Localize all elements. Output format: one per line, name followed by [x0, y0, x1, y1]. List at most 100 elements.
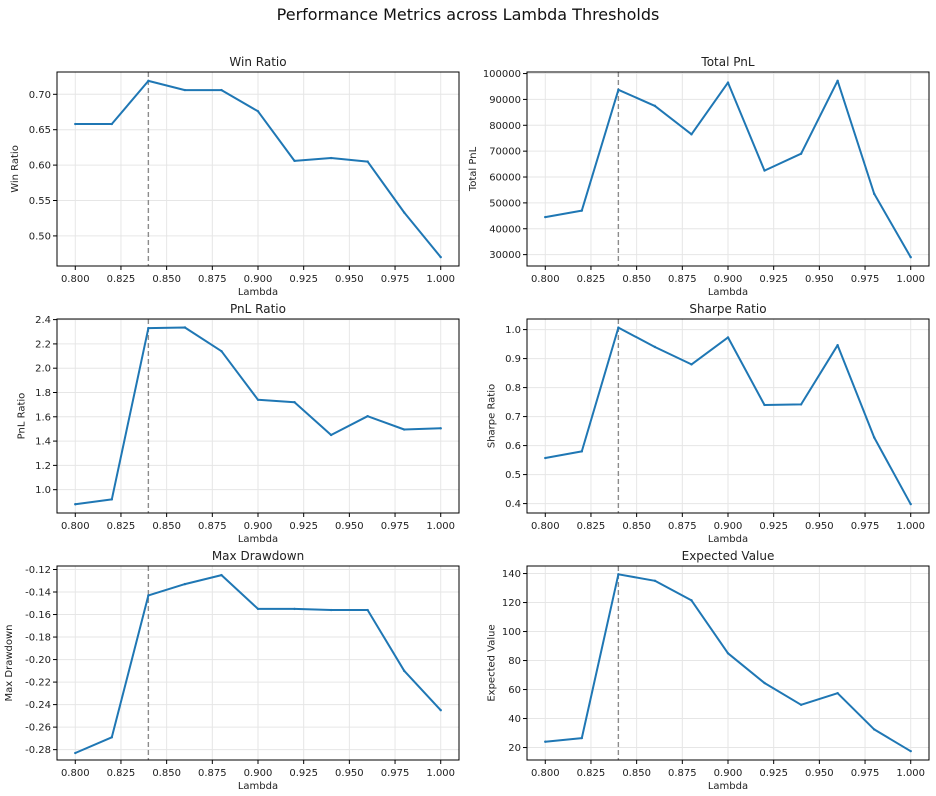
expected-value-point-4 — [690, 599, 693, 602]
sharpe-ratio-xtick-label-5: 0.925 — [759, 521, 788, 532]
win-ratio-xtick-label-4: 0.900 — [244, 274, 273, 285]
win-ratio-xtick-label-7: 0.975 — [381, 274, 410, 285]
total-pnl-ytick-label-3: 60000 — [489, 173, 521, 184]
sharpe-ratio-xtick-label-1: 0.825 — [577, 521, 606, 532]
pnl-ratio-xtick-label-2: 0.850 — [152, 521, 181, 532]
win-ratio-title: Win Ratio — [229, 55, 286, 69]
expected-value-title: Expected Value — [682, 549, 775, 563]
pnl-ratio-ytick-label-6: 2.2 — [35, 339, 51, 350]
max-drawdown-point-10 — [439, 709, 442, 712]
win-ratio-xlabel: Lambda — [238, 287, 278, 298]
sharpe-ratio-title: Sharpe Ratio — [689, 302, 766, 316]
expected-value-point-6 — [763, 681, 766, 685]
max-drawdown-ytick-label-8: -0.12 — [25, 565, 51, 576]
expected-value-ytick-label-6: 140 — [502, 569, 521, 580]
expected-value-ytick-label-2: 60 — [508, 685, 521, 696]
total-pnl-ytick-label-5: 80000 — [489, 121, 521, 132]
max-drawdown-xtick-label-8: 1.000 — [426, 768, 455, 779]
win-ratio-point-4 — [220, 88, 223, 92]
total-pnl-xtick-label-3: 0.875 — [668, 274, 697, 285]
win-ratio-chart: 0.800 0.825 0.850 0.875 0.900 0.925 0.950 0.975… — [10, 55, 460, 298]
expected-value-point-0 — [544, 740, 547, 743]
max-drawdown-point-1 — [110, 736, 114, 739]
max-drawdown-point-8 — [366, 608, 369, 612]
max-drawdown-xtick-label-4: 0.900 — [244, 768, 273, 779]
total-pnl-point-3 — [653, 104, 657, 108]
expected-value-point-7 — [799, 703, 803, 706]
expected-value-point-10 — [909, 749, 912, 753]
sharpe-ratio-point-1 — [580, 450, 584, 453]
max-drawdown-ytick-label-3: -0.22 — [25, 678, 51, 689]
max-drawdown-point-5 — [256, 607, 260, 611]
total-pnl-point-4 — [690, 133, 693, 136]
sharpe-ratio-ytick-label-5: 0.9 — [505, 354, 521, 365]
win-ratio-xtick-label-8: 1.000 — [426, 274, 455, 285]
total-pnl-xtick-label-6: 0.950 — [805, 274, 834, 285]
expected-value-xtick-label-2: 0.850 — [622, 768, 651, 779]
expected-value-xtick-label-1: 0.825 — [577, 768, 606, 779]
win-ratio-point-9 — [402, 211, 406, 214]
expected-value-ylabel: Expected Value — [486, 624, 497, 701]
pnl-ratio-point-7 — [329, 433, 333, 437]
expected-value-ytick-label-1: 40 — [508, 714, 521, 725]
win-ratio-ytick-label-4: 0.70 — [29, 90, 51, 101]
total-pnl-point-10 — [909, 256, 912, 259]
total-pnl-xtick-label-5: 0.925 — [759, 274, 788, 285]
expected-value-xtick-label-8: 1.000 — [896, 768, 925, 779]
total-pnl-point-9 — [872, 192, 876, 196]
total-pnl-point-8 — [836, 79, 839, 82]
pnl-ratio-ytick-label-0: 1.0 — [35, 485, 51, 496]
sharpe-ratio-point-6 — [763, 403, 766, 407]
max-drawdown-point-7 — [329, 608, 333, 612]
max-drawdown-xtick-label-2: 0.850 — [152, 768, 181, 779]
pnl-ratio-ytick-label-4: 1.8 — [35, 388, 51, 399]
pnl-ratio-xtick-label-6: 0.950 — [335, 521, 364, 532]
pnl-ratio-xtick-label-7: 0.975 — [381, 521, 410, 532]
sharpe-ratio-point-0 — [544, 456, 547, 460]
max-drawdown-xtick-label-6: 0.950 — [335, 768, 364, 779]
win-ratio-point-3 — [183, 88, 187, 92]
pnl-ratio-point-6 — [293, 401, 296, 404]
sharpe-ratio-point-9 — [872, 436, 876, 439]
sharpe-ratio-xtick-label-0: 0.800 — [531, 521, 560, 532]
max-drawdown-point-4 — [220, 573, 223, 577]
sharpe-ratio-xtick-label-6: 0.950 — [805, 521, 834, 532]
win-ratio-xtick-label-3: 0.875 — [198, 274, 227, 285]
max-drawdown-ytick-label-2: -0.24 — [25, 700, 51, 711]
total-pnl-ytick-label-1: 40000 — [489, 224, 521, 235]
pnl-ratio-point-2 — [147, 326, 150, 330]
total-pnl-ytick-label-6: 90000 — [489, 95, 521, 106]
expected-value-chart: 0.800 0.825 0.850 0.875 0.900 0.925 0.950 0.975… — [486, 549, 930, 792]
win-ratio-point-0 — [74, 122, 77, 126]
pnl-ratio-point-1 — [110, 498, 114, 501]
total-pnl-xtick-label-0: 0.800 — [531, 274, 560, 285]
pnl-ratio-xtick-label-8: 1.000 — [426, 521, 455, 532]
max-drawdown-ytick-label-5: -0.18 — [25, 633, 51, 644]
total-pnl-point-7 — [799, 152, 803, 155]
win-ratio-point-8 — [366, 160, 369, 163]
sharpe-ratio-point-10 — [909, 502, 912, 506]
pnl-ratio-xtick-label-0: 0.800 — [61, 521, 90, 532]
sharpe-ratio-ytick-label-3: 0.7 — [505, 412, 521, 423]
expected-value-point-1 — [580, 736, 584, 740]
pnl-ratio-title: PnL Ratio — [230, 302, 286, 316]
figure-title: Performance Metrics across Lambda Thresh… — [276, 5, 660, 24]
pnl-ratio-xtick-label-4: 0.900 — [244, 521, 273, 532]
pnl-ratio-ytick-label-2: 1.4 — [35, 437, 51, 448]
expected-value-xlabel: Lambda — [708, 781, 748, 792]
win-ratio-point-6 — [293, 159, 296, 163]
max-drawdown-xtick-label-5: 0.925 — [289, 768, 318, 779]
win-ratio-point-2 — [147, 79, 150, 83]
total-pnl-xtick-label-4: 0.900 — [714, 274, 743, 285]
pnl-ratio-point-5 — [256, 398, 260, 401]
total-pnl-ylabel: Total PnL — [468, 146, 479, 192]
total-pnl-xtick-label-2: 0.850 — [622, 274, 651, 285]
expected-value-xtick-label-0: 0.800 — [531, 768, 560, 779]
expected-value-ytick-label-3: 80 — [508, 656, 521, 667]
win-ratio-ylabel: Win Ratio — [10, 145, 21, 193]
total-pnl-point-0 — [544, 215, 547, 219]
total-pnl-xtick-label-7: 0.975 — [851, 274, 880, 285]
win-ratio-point-1 — [110, 122, 114, 126]
sharpe-ratio-xtick-label-3: 0.875 — [668, 521, 697, 532]
